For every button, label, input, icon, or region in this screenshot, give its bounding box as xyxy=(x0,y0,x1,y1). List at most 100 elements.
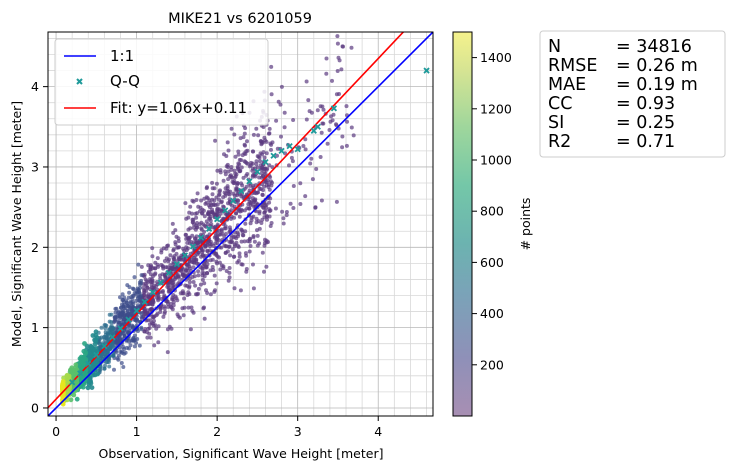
scatter-point xyxy=(315,108,320,113)
scatter-point xyxy=(339,67,344,72)
colorbar-tick-label: 800 xyxy=(480,204,504,219)
scatter-point xyxy=(142,329,147,334)
scatter-point xyxy=(202,316,207,321)
chart-title: MIKE21 vs 6201059 xyxy=(168,11,312,27)
scatter-point xyxy=(269,64,274,69)
colorbar-gradient xyxy=(452,31,473,417)
scatter-point xyxy=(81,348,87,354)
qq-marker xyxy=(423,67,430,74)
x-tick-label: 4 xyxy=(374,424,382,439)
scatter-point xyxy=(86,379,92,385)
scatter-point xyxy=(257,175,262,180)
scatter-point xyxy=(171,260,176,265)
scatter-point xyxy=(199,226,204,231)
scatter-point xyxy=(224,269,229,273)
stats-value: = 0.71 xyxy=(616,132,675,152)
scatter-point xyxy=(183,232,188,237)
scatter-point xyxy=(121,365,126,369)
scatter-point xyxy=(340,44,345,49)
scatter-point xyxy=(281,221,286,226)
scatter-point xyxy=(254,159,259,164)
scatter-point xyxy=(171,230,176,235)
scatter-point xyxy=(304,117,309,122)
scatter-point xyxy=(244,173,249,178)
colorbar-tick-label: 1000 xyxy=(480,153,512,168)
scatter-point xyxy=(128,299,133,304)
colorbar-tick-label: 600 xyxy=(480,255,504,270)
scatter-point xyxy=(257,186,262,191)
scatter-point xyxy=(219,263,224,268)
scatter-point xyxy=(252,239,257,244)
scatter-point xyxy=(158,276,163,281)
scatter-point xyxy=(184,245,189,250)
scatter-point xyxy=(160,290,165,295)
scatter-point xyxy=(212,235,217,240)
scatter-point xyxy=(239,239,244,244)
colorbar-ticks: 200 400 600 800 1000 1200 1400 xyxy=(472,50,512,372)
scatter-point xyxy=(196,273,201,278)
scatter-point xyxy=(103,330,108,335)
scatter-point xyxy=(240,153,245,158)
qq-marker xyxy=(254,168,261,175)
scatter-point xyxy=(112,315,117,320)
scatter-point xyxy=(171,248,176,253)
qq-marker xyxy=(197,234,205,241)
stats-rows: N = 34816 RMSE = 0.26 m MAE = 0.19 m CC = 0.93 S… xyxy=(548,37,698,152)
scatter-point xyxy=(150,254,155,259)
y-tick-label: 4 xyxy=(31,79,39,94)
scatter-point xyxy=(344,104,349,109)
scatter-point xyxy=(191,280,196,284)
scatter-point xyxy=(165,350,170,355)
scatter-point xyxy=(334,122,338,127)
qq-marker xyxy=(238,187,245,195)
scatter-point xyxy=(262,243,267,248)
scatter-point xyxy=(260,217,265,222)
scatter-point xyxy=(190,217,195,222)
qq-marker xyxy=(109,334,116,341)
scatter-point xyxy=(186,227,191,232)
qq-marker xyxy=(314,123,321,130)
scatter-point xyxy=(191,265,196,270)
legend-label-fit: Fit: y=1.06x+0.11 xyxy=(110,99,247,117)
scatter-point xyxy=(289,155,294,160)
scatter-point xyxy=(227,266,232,270)
scatter-point xyxy=(268,141,273,146)
qq-marker xyxy=(117,325,124,332)
qq-marker xyxy=(262,159,269,166)
scatter-point xyxy=(237,214,242,219)
scatter-point xyxy=(236,149,241,154)
scatter-point xyxy=(251,286,256,291)
scatter-point xyxy=(202,196,207,201)
scatter-point xyxy=(239,262,244,267)
colorbar: 200 400 600 800 1000 1200 1400 # points xyxy=(452,31,533,417)
scatter-point xyxy=(194,215,199,220)
scatter-point xyxy=(202,281,207,286)
scatter-point xyxy=(241,175,246,180)
scatter-point xyxy=(170,221,175,226)
scatter-point xyxy=(255,154,260,159)
scatter-point xyxy=(148,335,153,340)
scatter-point xyxy=(291,206,296,210)
scatter-point xyxy=(155,256,160,261)
scatter-point xyxy=(280,209,285,214)
scatter-point xyxy=(139,327,144,332)
scatter-point xyxy=(107,312,112,317)
scatter-point xyxy=(180,272,185,277)
scatter-point xyxy=(92,341,98,347)
stats-name: MAE xyxy=(548,75,586,95)
scatter-point xyxy=(208,292,213,297)
scatter-point xyxy=(212,273,217,278)
scatter-point xyxy=(77,356,83,361)
scatter-point xyxy=(279,84,284,89)
qq-marker xyxy=(77,370,84,377)
scatter-point xyxy=(284,213,289,218)
scatter-point xyxy=(196,286,201,291)
scatter-point xyxy=(237,157,242,162)
scatter-point xyxy=(255,243,260,248)
qq-marker xyxy=(205,225,213,232)
scatter-point xyxy=(250,174,255,179)
scatter-point xyxy=(180,306,185,311)
scatter-point xyxy=(287,163,291,168)
scatter-point xyxy=(318,155,323,159)
scatter-point xyxy=(228,253,233,258)
